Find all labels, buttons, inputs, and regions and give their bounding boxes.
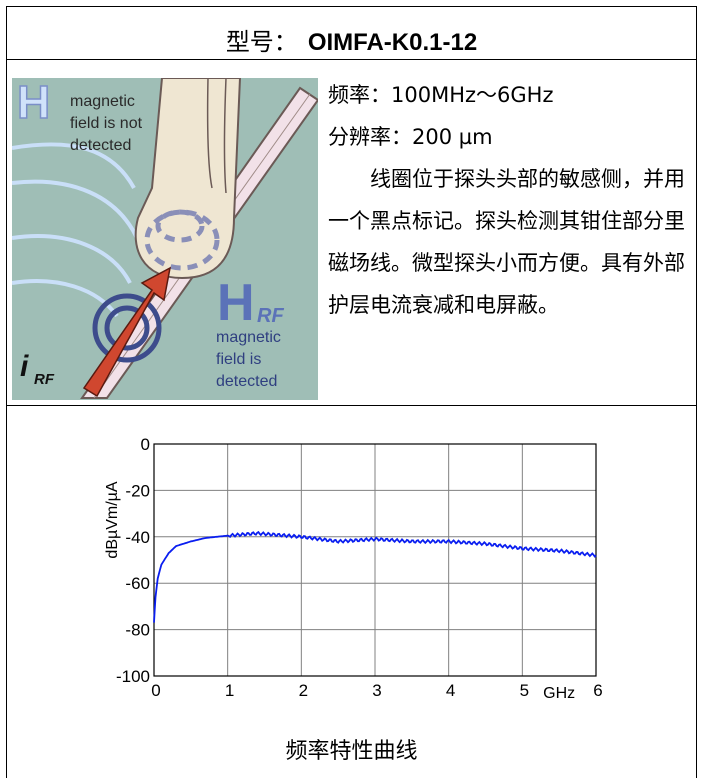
y-tick-label: -60 xyxy=(125,574,150,593)
specs-block: 频率：100MHz～6GHz 分辨率：200 µm 线圈位于探头头部的敏感侧，并… xyxy=(328,74,690,326)
frequency-response-chart: 0 1 2 3 4 5 6 0 -20 -40 -60 -80 -100 GHz dBµVm/µA xyxy=(95,435,615,706)
y-tick-label: -100 xyxy=(116,667,150,686)
h-rf-icon: H xyxy=(217,274,255,332)
probe-body xyxy=(134,77,242,280)
model-number: OIMFA-K0.1-12 xyxy=(307,29,478,56)
y-tick-label: 0 xyxy=(141,436,150,454)
i-rf-label: i xyxy=(20,350,29,383)
probe-illustration-svg: H magnetic field is not detected H RF ma… xyxy=(11,75,320,400)
model-title: 型号： OIMFA-K0.1-12 xyxy=(6,22,697,57)
y-tick-label: -20 xyxy=(125,481,150,500)
h-not-detected-icon: H xyxy=(17,78,50,128)
document-frame xyxy=(6,6,697,778)
not-detected-line3: detected xyxy=(70,137,131,154)
i-rf-subscript: RF xyxy=(34,371,55,388)
frequency-response-svg: 0 1 2 3 4 5 6 0 -20 -40 -60 -80 -100 GHz dBµVm/µA xyxy=(104,435,603,702)
wire-field-circles xyxy=(92,293,162,363)
coil-icon xyxy=(144,209,220,271)
series-line xyxy=(153,530,597,623)
y-tick-label: -80 xyxy=(125,621,150,640)
resolution-spec: 分辨率：200 µm xyxy=(328,125,493,149)
current-arrow-icon xyxy=(82,266,172,398)
detected-line2: field is xyxy=(216,351,261,368)
x-tick-label: 0 xyxy=(151,681,160,700)
title-divider xyxy=(6,59,697,60)
frequency-spec: 频率：100MHz～6GHz xyxy=(328,83,554,107)
model-label: 型号： xyxy=(225,28,298,56)
y-tick-label: -40 xyxy=(125,528,150,547)
x-tick-label: 3 xyxy=(372,681,381,700)
section-divider xyxy=(6,405,697,406)
not-detected-line1: magnetic xyxy=(70,93,135,110)
chart-caption: 频率特性曲线 xyxy=(285,739,418,764)
x-tick-label: 6 xyxy=(593,681,602,700)
x-tick-label: 1 xyxy=(225,681,234,700)
not-detected-line2: field is not xyxy=(70,115,143,132)
detected-line3: detected xyxy=(216,373,277,390)
x-tick-label: 4 xyxy=(446,681,455,700)
x-tick-label: 2 xyxy=(299,681,308,700)
detected-line1: magnetic xyxy=(216,329,281,346)
x-tick-label: 5 xyxy=(520,681,529,700)
x-unit-label: GHz xyxy=(543,685,575,702)
h-rf-subscript: RF xyxy=(257,305,284,327)
probe-illustration: H magnetic field is not detected H RF ma… xyxy=(11,75,320,400)
field-lines xyxy=(11,142,139,318)
probe-description: 线圈位于探头头部的敏感侧，并用一个黑点标记。探头检测其钳住部分里磁场线。微型探头… xyxy=(328,167,685,317)
plot-frame xyxy=(153,443,597,677)
y-axis-label: dBµVm/µA xyxy=(104,481,121,558)
